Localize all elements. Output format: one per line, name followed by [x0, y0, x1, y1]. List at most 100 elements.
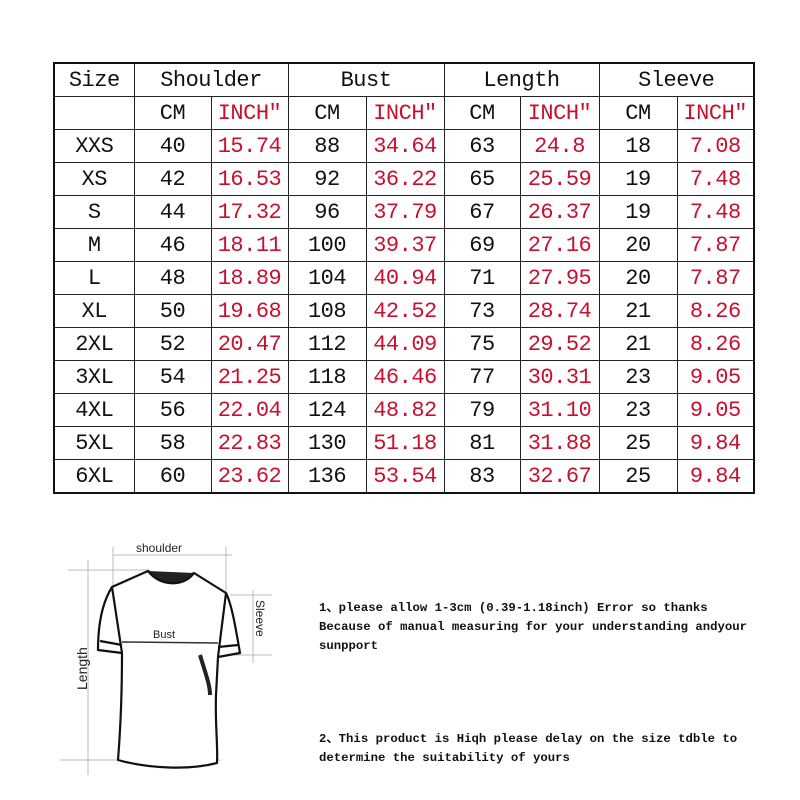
cm-cell: 81 [443, 426, 521, 460]
column-header: Bust [287, 62, 445, 97]
cm-cell: 56 [133, 393, 212, 427]
cm-cell: 73 [443, 294, 521, 328]
cm-cell: 63 [443, 129, 521, 163]
table-row: S 44 17.32 96 37.79 67 26.37 19 7.48 [53, 195, 755, 229]
cm-cell: 42 [133, 162, 212, 196]
shoulder-label: shoulder [136, 541, 182, 555]
bust-label: Bust [153, 629, 175, 641]
empty-cell [53, 96, 135, 130]
cm-cell: 46 [133, 228, 212, 262]
cm-cell: 83 [443, 459, 521, 494]
cm-cell: 88 [287, 129, 367, 163]
cm-cell: 21 [598, 294, 678, 328]
inch-cell: 34.64 [365, 129, 445, 163]
size-cell: S [53, 195, 135, 229]
cm-cell: 25 [598, 426, 678, 460]
inch-cell: 28.74 [519, 294, 600, 328]
unit-header: INCH″ [519, 96, 600, 130]
inch-cell: 20.47 [210, 327, 289, 361]
inch-cell: 18.89 [210, 261, 289, 295]
inch-cell: 22.04 [210, 393, 289, 427]
size-chart-table: Size Shoulder Bust Length Sleeve CM INCH″ CM INC… [53, 62, 755, 494]
inch-cell: 29.52 [519, 327, 600, 361]
cm-cell: 18 [598, 129, 678, 163]
size-cell: XL [53, 294, 135, 328]
cm-cell: 48 [133, 261, 212, 295]
cm-cell: 92 [287, 162, 367, 196]
inch-cell: 42.52 [365, 294, 445, 328]
inch-cell: 8.26 [676, 327, 755, 361]
inch-cell: 19.68 [210, 294, 289, 328]
cm-cell: 108 [287, 294, 367, 328]
cm-cell: 20 [598, 261, 678, 295]
cm-cell: 52 [133, 327, 212, 361]
cm-cell: 71 [443, 261, 521, 295]
inch-cell: 51.18 [365, 426, 445, 460]
unit-header: INCH″ [676, 96, 755, 130]
unit-header: CM [598, 96, 678, 130]
column-header: Shoulder [133, 62, 289, 97]
cm-cell: 100 [287, 228, 367, 262]
cm-cell: 104 [287, 261, 367, 295]
cm-cell: 112 [287, 327, 367, 361]
header-row: Size Shoulder Bust Length Sleeve [53, 62, 755, 97]
table-row: L 48 18.89 104 40.94 71 27.95 20 7.87 [53, 261, 755, 295]
inch-cell: 7.08 [676, 129, 755, 163]
unit-header: CM [287, 96, 367, 130]
inch-cell: 24.8 [519, 129, 600, 163]
size-cell: 2XL [53, 327, 135, 361]
table-row: 6XL 60 23.62 136 53.54 83 32.67 25 9.84 [53, 459, 755, 494]
unit-header: INCH″ [210, 96, 289, 130]
inch-cell: 40.94 [365, 261, 445, 295]
size-cell: L [53, 261, 135, 295]
inch-cell: 39.37 [365, 228, 445, 262]
column-header: Size [53, 62, 135, 97]
inch-cell: 16.53 [210, 162, 289, 196]
inch-cell: 31.10 [519, 393, 600, 427]
inch-cell: 22.83 [210, 426, 289, 460]
note-size-table: 2、This product is Hiqh please delay on t… [319, 732, 738, 765]
inch-cell: 32.67 [519, 459, 600, 494]
cm-cell: 23 [598, 360, 678, 394]
table-row: XL 50 19.68 108 42.52 73 28.74 21 8.26 [53, 294, 755, 328]
cm-cell: 130 [287, 426, 367, 460]
inch-cell: 26.37 [519, 195, 600, 229]
inch-cell: 46.46 [365, 360, 445, 394]
unit-header: CM [443, 96, 521, 130]
inch-cell: 53.54 [365, 459, 445, 494]
cm-cell: 75 [443, 327, 521, 361]
unit-row: CM INCH″ CM INCH″ CM INCH″ CM INCH″ [53, 96, 755, 130]
size-cell: 6XL [53, 459, 135, 494]
inch-cell: 37.79 [365, 195, 445, 229]
inch-cell: 9.05 [676, 393, 755, 427]
inch-cell: 9.84 [676, 459, 755, 494]
cm-cell: 20 [598, 228, 678, 262]
cm-cell: 54 [133, 360, 212, 394]
inch-cell: 25.59 [519, 162, 600, 196]
table-row: 2XL 52 20.47 112 44.09 75 29.52 21 8.26 [53, 327, 755, 361]
cm-cell: 23 [598, 393, 678, 427]
column-header: Sleeve [598, 62, 755, 97]
table-row: XS 42 16.53 92 36.22 65 25.59 19 7.48 [53, 162, 755, 196]
cm-cell: 79 [443, 393, 521, 427]
size-cell: M [53, 228, 135, 262]
inch-cell: 27.95 [519, 261, 600, 295]
inch-cell: 18.11 [210, 228, 289, 262]
inch-cell: 8.26 [676, 294, 755, 328]
cm-cell: 44 [133, 195, 212, 229]
inch-cell: 7.48 [676, 162, 755, 196]
tshirt-measurement-diagram: shoulder Bust Sleeve Length [60, 541, 272, 775]
inch-cell: 36.22 [365, 162, 445, 196]
table-row: M 46 18.11 100 39.37 69 27.16 20 7.87 [53, 228, 755, 262]
table-row: 3XL 54 21.25 118 46.46 77 30.31 23 9.05 [53, 360, 755, 394]
inch-cell: 15.74 [210, 129, 289, 163]
cm-cell: 21 [598, 327, 678, 361]
cm-cell: 58 [133, 426, 212, 460]
size-cell: XXS [53, 129, 135, 163]
cm-cell: 96 [287, 195, 367, 229]
inch-cell: 31.88 [519, 426, 600, 460]
tshirt-outline [96, 569, 242, 769]
cm-cell: 19 [598, 162, 678, 196]
sleeve-label: Sleeve [253, 600, 267, 637]
table-row: 4XL 56 22.04 124 48.82 79 31.10 23 9.05 [53, 393, 755, 427]
